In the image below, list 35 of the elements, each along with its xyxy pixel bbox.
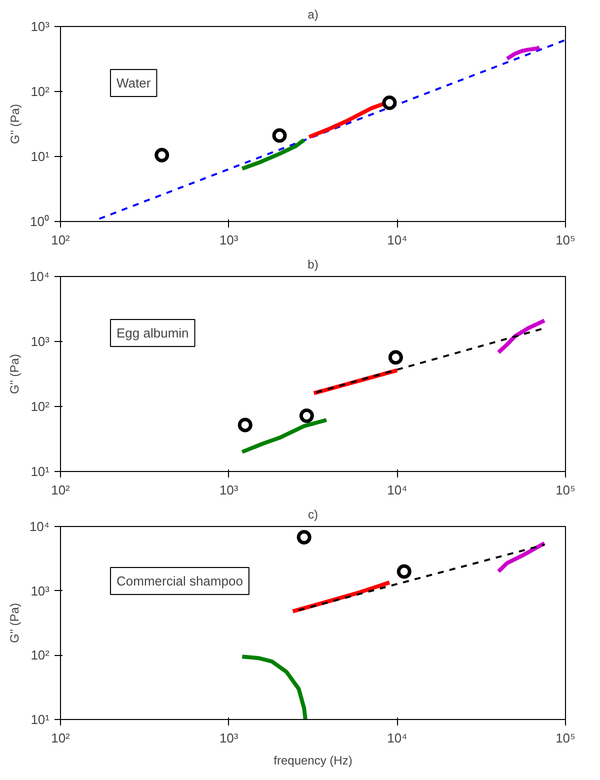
y-tick-label: 10³ bbox=[30, 19, 50, 34]
y-tick-label: 10⁴ bbox=[29, 519, 50, 534]
x-tick-label: 10² bbox=[51, 232, 71, 248]
x-tick-label: 10⁴ bbox=[387, 730, 408, 746]
y-tick-label: 10² bbox=[30, 84, 50, 99]
y-tick-label: 10¹ bbox=[30, 712, 50, 727]
x-tick-label: 10⁴ bbox=[387, 482, 408, 498]
y-tick-label: 10² bbox=[30, 648, 50, 663]
x-tick-label: 10³ bbox=[219, 730, 239, 746]
y-axis-title: G'' (Pa) bbox=[8, 104, 22, 144]
chart-title: a) bbox=[308, 8, 318, 22]
x-tick-label: 10² bbox=[51, 730, 71, 746]
x-tick-label: 10⁴ bbox=[387, 232, 408, 248]
x-tick-label: 10³ bbox=[219, 482, 239, 498]
y-tick-label: 10¹ bbox=[30, 464, 50, 479]
chart-title: b) bbox=[308, 258, 318, 272]
x-tick-label: 10³ bbox=[219, 232, 239, 248]
y-tick-label: 10³ bbox=[30, 334, 50, 349]
annotation: Egg albumin bbox=[116, 326, 189, 340]
annotation: Water bbox=[116, 76, 152, 90]
y-axis-title: G'' (Pa) bbox=[7, 603, 22, 643]
x-tick-label: 10⁵ bbox=[556, 730, 576, 746]
chart-title: c) bbox=[308, 508, 318, 522]
line-series bbox=[505, 45, 542, 61]
x-axis-title: frequency (Hz) bbox=[274, 754, 352, 768]
y-tick-label: 10⁰ bbox=[30, 214, 50, 229]
y-tick-label: 10² bbox=[30, 399, 50, 414]
y-tick-label: 10³ bbox=[30, 583, 50, 598]
y-axis-title: G'' (Pa) bbox=[7, 354, 22, 394]
annotation: Commercial shampoo bbox=[116, 574, 243, 588]
x-tick-label: 10⁵ bbox=[556, 482, 576, 498]
x-tick-label: 10⁵ bbox=[556, 232, 576, 248]
x-tick-label: 10² bbox=[51, 482, 71, 498]
y-tick-label: 10⁴ bbox=[29, 269, 50, 284]
y-tick-label: 10¹ bbox=[30, 149, 50, 164]
